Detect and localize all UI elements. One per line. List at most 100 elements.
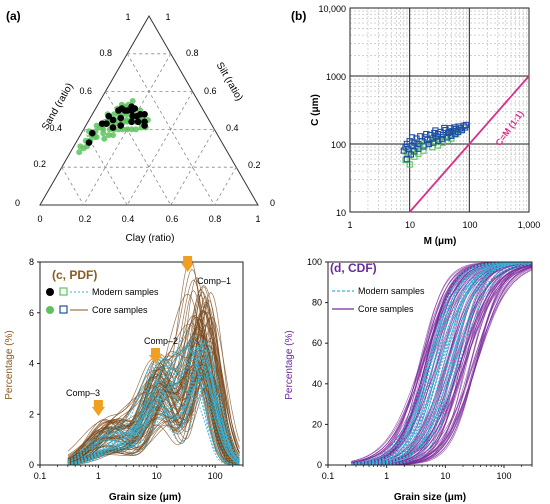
pdf-modern-curve (67, 335, 240, 465)
cdf-y-tick-label: 0 (317, 460, 322, 470)
cm-reference-line (408, 75, 530, 213)
ternary-right-tick-1: 1 (165, 12, 170, 22)
cm-core-point (432, 127, 439, 134)
ternary-modern-point (121, 107, 129, 114)
ternary-core-point (100, 126, 107, 133)
cm-y-tick-3: 100 (331, 140, 346, 150)
cm-core-point (451, 124, 458, 131)
cdf-modern-curve (351, 261, 532, 465)
cm-core-point (408, 134, 416, 141)
pdf-y-tick-label: 2 (29, 409, 34, 419)
pdf-modern-curve (67, 338, 240, 464)
ternary-core-point (129, 98, 136, 104)
cm-x-tick-1: 1 (347, 220, 352, 230)
legend-core-dot (46, 306, 54, 314)
cdf-core-curve (351, 266, 533, 466)
pdf-modern-curve (67, 348, 240, 465)
legend-modern-label: Modern samples (92, 287, 159, 297)
ternary-bottom-tick-1: 0 (37, 214, 42, 224)
cdf-legend: Modern samples Core samples (332, 286, 425, 314)
cm-core-point (441, 124, 448, 132)
cdf-modern-curve (351, 261, 532, 465)
ternary-right-title: Silt (ratio) (214, 60, 245, 103)
cdf-x-tick-label: 10 (440, 471, 450, 481)
ternary-bottom-tick-4: 0.6 (166, 214, 179, 224)
ternary-core-point (77, 143, 84, 150)
ternary-core-point (132, 126, 139, 133)
ternary-core-point (76, 149, 83, 156)
ternary-modern-point (98, 120, 106, 127)
ternary-bottom-title: Clay (ratio) (126, 233, 175, 244)
legend-modern-box (59, 287, 68, 296)
ternary-grid (39, 14, 259, 206)
pdf-modern-curve (67, 385, 240, 464)
cm-x-tick-3: 100 (462, 220, 477, 230)
pdf-modern-curve (67, 352, 240, 465)
ternary-gridline (105, 91, 172, 206)
cdf-y-tick-label: 20 (312, 419, 322, 429)
ternary-gridline (61, 167, 84, 206)
pdf-y-tick-label: 6 (29, 308, 34, 318)
pdf-modern-curve (67, 344, 240, 465)
cdf-y-tick-label: 40 (312, 379, 322, 389)
pdf-x-tick-label: 100 (208, 471, 223, 481)
ternary-bottom-tick-5: 0.8 (209, 214, 222, 224)
comp1-arrow (181, 256, 195, 272)
ternary-core-point (110, 132, 116, 139)
cdf-y-tick-label: 100 (307, 257, 322, 267)
cdf-core-curve (351, 269, 533, 466)
ternary-modern-point (109, 124, 117, 131)
pdf-legend: Modern samples Core samples (46, 287, 159, 315)
cdf-modern-curve (351, 262, 533, 465)
cdf-y-tick-label: 60 (312, 338, 322, 348)
ternary-left-tick-6: 0 (15, 198, 20, 208)
cm-core-point (423, 130, 430, 138)
cm-core-point (400, 147, 408, 154)
ternary-core-point (105, 132, 112, 139)
ternary-core-point (124, 126, 131, 133)
ternary-modern-point (105, 112, 112, 120)
annotation-comp1: Comp–1 (197, 276, 231, 286)
legend-core-box (59, 305, 68, 314)
ternary-bottom-tick-2: 0.2 (79, 214, 92, 224)
ternary-core-point (123, 117, 130, 123)
panel-a-label: (a) (6, 9, 21, 23)
cm-core-point (446, 128, 453, 136)
pdf-y-tick-label: 4 (29, 359, 34, 369)
cdf-modern-curve (351, 263, 533, 466)
ternary-modern-point (89, 129, 96, 137)
ternary-core-point (128, 126, 135, 133)
ternary-left-tick-5: 0.2 (33, 159, 46, 169)
annotation-comp3: Comp–3 (66, 388, 100, 398)
cdf-axes: 0 20 40 60 80 100 0.1 1 10 100 (307, 257, 533, 481)
cm-y-title: C (μm) (310, 94, 321, 126)
pdf-y-tick-label: 0 (29, 460, 34, 470)
cdf-y-title: Percentage (%) (284, 330, 295, 399)
pdf-modern-curve (67, 348, 240, 466)
ternary-right-tick-3: 0.6 (204, 86, 217, 96)
ternary-modern-point (131, 105, 139, 112)
cdf-modern-curve (351, 262, 533, 466)
pdf-modern-curve (67, 341, 240, 465)
ternary-left-tick-3: 0.6 (79, 86, 92, 96)
cdf-legend-modern-label: Modern samples (358, 286, 425, 296)
pdf-core-curve (67, 301, 240, 463)
ternary-left-tick-4: 0.4 (49, 123, 62, 133)
panel-c-label: (c, PDF) (52, 268, 97, 282)
cdf-modern-curve (351, 261, 532, 466)
cdf-modern-curve (351, 261, 533, 464)
cdf-modern-curve (351, 262, 533, 465)
ternary-left-tick-2: 0.8 (99, 48, 112, 58)
cm-core-point (403, 155, 411, 163)
pdf-modern-curve (67, 345, 240, 465)
cm-x-tick-2: 10 (405, 220, 415, 230)
cm-x-tick-4: 1,000 (518, 220, 541, 230)
panel-b: (b) 10,000 1000 100 10 1 10 100 1,000 M … (291, 4, 540, 247)
comp3-arrow (91, 400, 105, 416)
cm-reference-label: C=M (1:1) (494, 109, 526, 148)
annotation-comp2: Comp–2 (144, 336, 178, 346)
cm-modern-point (444, 137, 452, 144)
pdf-x-tick-label: 10 (152, 471, 162, 481)
cm-frame (349, 7, 530, 213)
cdf-x-tick-label: 100 (496, 471, 511, 481)
